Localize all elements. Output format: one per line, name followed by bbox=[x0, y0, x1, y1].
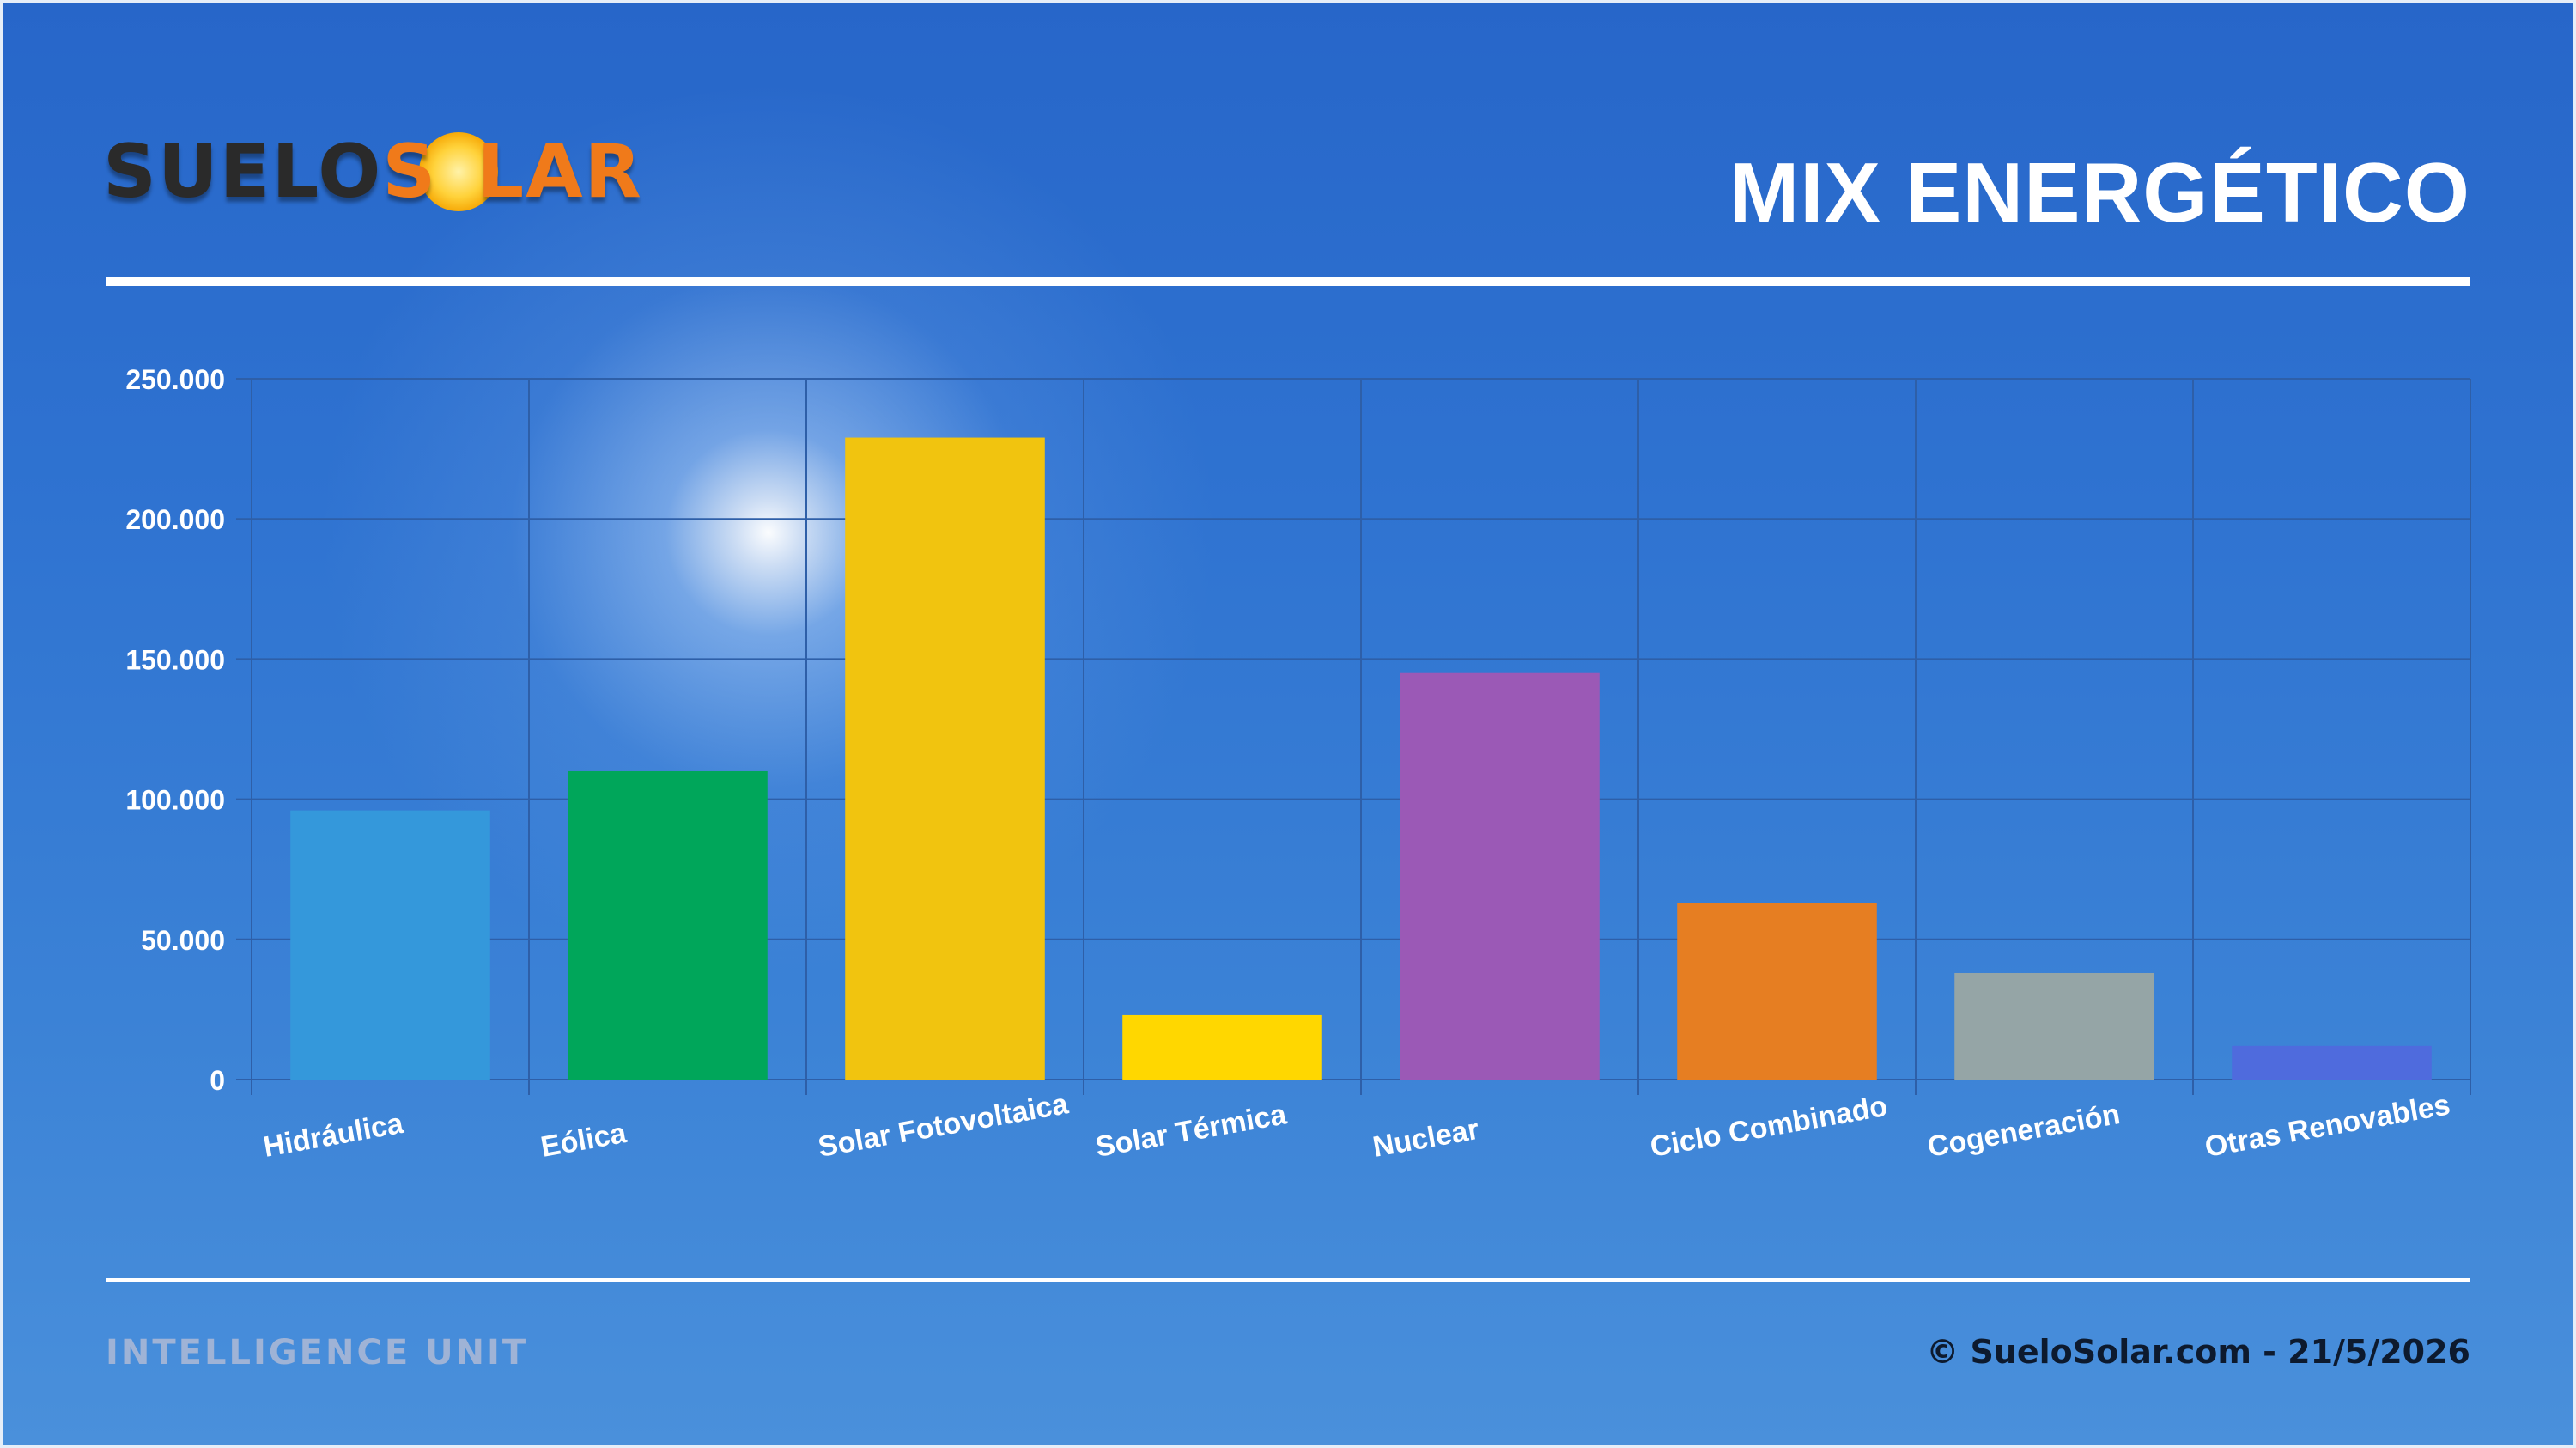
y-tick-label: 200.000 bbox=[125, 504, 225, 535]
x-tick-label: Otras Renovables bbox=[2202, 1088, 2452, 1164]
header-divider bbox=[106, 277, 2470, 286]
footer-divider bbox=[106, 1278, 2470, 1282]
chart-bars bbox=[290, 437, 2432, 1080]
sun-icon bbox=[419, 132, 498, 211]
bar-2 bbox=[568, 770, 768, 1080]
x-tick-label: Hidráulica bbox=[261, 1107, 407, 1164]
bar-6 bbox=[1677, 903, 1877, 1080]
page-title: MIX ENERGÉTICO bbox=[1728, 145, 2470, 240]
bar-4 bbox=[1122, 1014, 1322, 1080]
x-axis-ticks: Hidráulica Eólica Solar Fotovoltaica Solar … bbox=[261, 1087, 2452, 1164]
bar-5 bbox=[1400, 672, 1600, 1080]
bar-1 bbox=[290, 810, 490, 1080]
logo-suelo-text: SUELO bbox=[103, 129, 383, 215]
x-tick-label: Ciclo Combinado bbox=[1648, 1090, 1890, 1164]
bar-3 bbox=[845, 437, 1045, 1080]
footer-brand: INTELLIGENCE UNIT bbox=[106, 1333, 529, 1372]
y-tick-label: 0 bbox=[210, 1065, 225, 1096]
y-tick-label: 100.000 bbox=[125, 785, 225, 816]
x-tick-label: Nuclear bbox=[1370, 1113, 1481, 1164]
x-tick-label: Eólica bbox=[538, 1116, 629, 1164]
y-tick-label: 150.000 bbox=[125, 644, 225, 675]
logo-solar-lar: LAR bbox=[477, 129, 643, 215]
x-tick-label: Solar Térmica bbox=[1093, 1098, 1290, 1164]
bar-7 bbox=[1954, 972, 2154, 1080]
y-tick-label: 50.000 bbox=[141, 925, 225, 956]
bar-8 bbox=[2232, 1045, 2432, 1080]
y-axis-ticks: 0 50.000 100.000 150.000 200.000 250.000 bbox=[125, 364, 225, 1096]
y-tick-label: 250.000 bbox=[125, 364, 225, 395]
x-tick-label: Cogeneración bbox=[1925, 1098, 2123, 1164]
logo-solar-s: S bbox=[382, 129, 438, 215]
footer-copyright: © SueloSolar.com - 21/5/2026 bbox=[1926, 1333, 2470, 1371]
x-tick-label: Solar Fotovoltaica bbox=[816, 1087, 1072, 1164]
